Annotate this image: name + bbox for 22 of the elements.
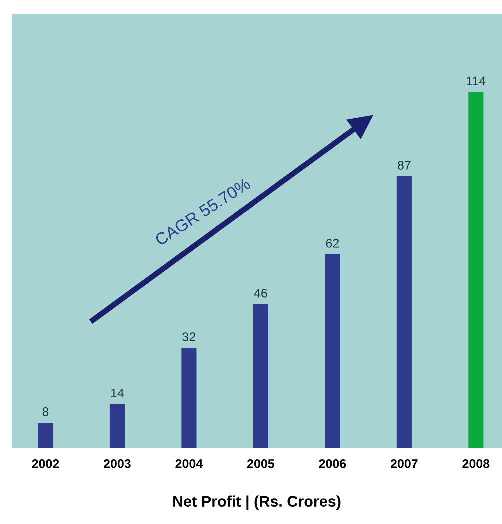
bar [182, 348, 197, 448]
bar [110, 404, 125, 448]
data-label: 14 [111, 388, 124, 398]
data-label: 114 [467, 76, 486, 86]
x-tick-label: 2007 [390, 459, 418, 468]
bar [38, 423, 54, 448]
data-label: 8 [42, 408, 49, 416]
x-tick-label: 2004 [176, 459, 204, 468]
x-tick-label: 2003 [104, 459, 131, 468]
bar [325, 254, 340, 448]
bar [253, 304, 268, 448]
x-tick-label: 2002 [32, 459, 60, 468]
data-label: 62 [326, 239, 340, 248]
data-label: 46 [254, 288, 268, 298]
x-tick-label: 2008 [462, 459, 490, 468]
bar [396, 176, 412, 448]
bar [468, 92, 484, 448]
data-label: 87 [398, 161, 411, 170]
data-label: 32 [182, 332, 196, 342]
x-axis-title: Net Profit | (Rs. Crores) [174, 496, 341, 510]
x-tick-label: 2006 [319, 459, 346, 468]
x-tick-label: 2005 [247, 459, 275, 468]
